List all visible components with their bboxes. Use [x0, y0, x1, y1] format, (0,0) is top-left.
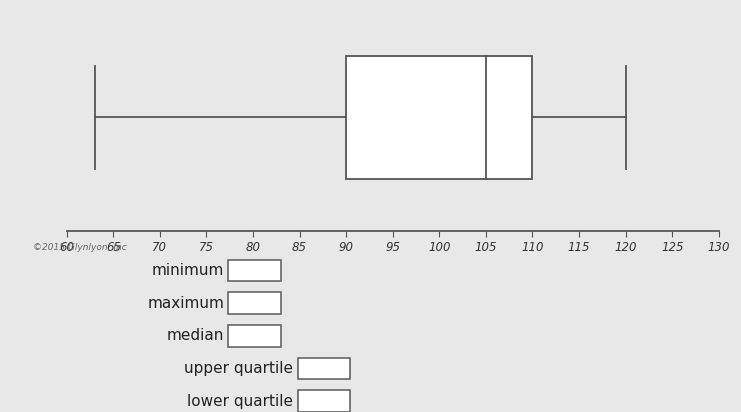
Bar: [228, 293, 282, 314]
Bar: [228, 325, 282, 347]
Text: lower quartile: lower quartile: [187, 393, 293, 409]
Text: maximum: maximum: [147, 296, 225, 311]
Bar: [346, 56, 533, 179]
Bar: [228, 260, 282, 281]
Bar: [298, 390, 350, 412]
Text: upper quartile: upper quartile: [185, 361, 293, 376]
Text: median: median: [167, 328, 225, 343]
Text: minimum: minimum: [152, 263, 225, 278]
Bar: [298, 358, 350, 379]
Text: ©2015 Glynlyon, Inc: ©2015 Glynlyon, Inc: [33, 243, 127, 253]
